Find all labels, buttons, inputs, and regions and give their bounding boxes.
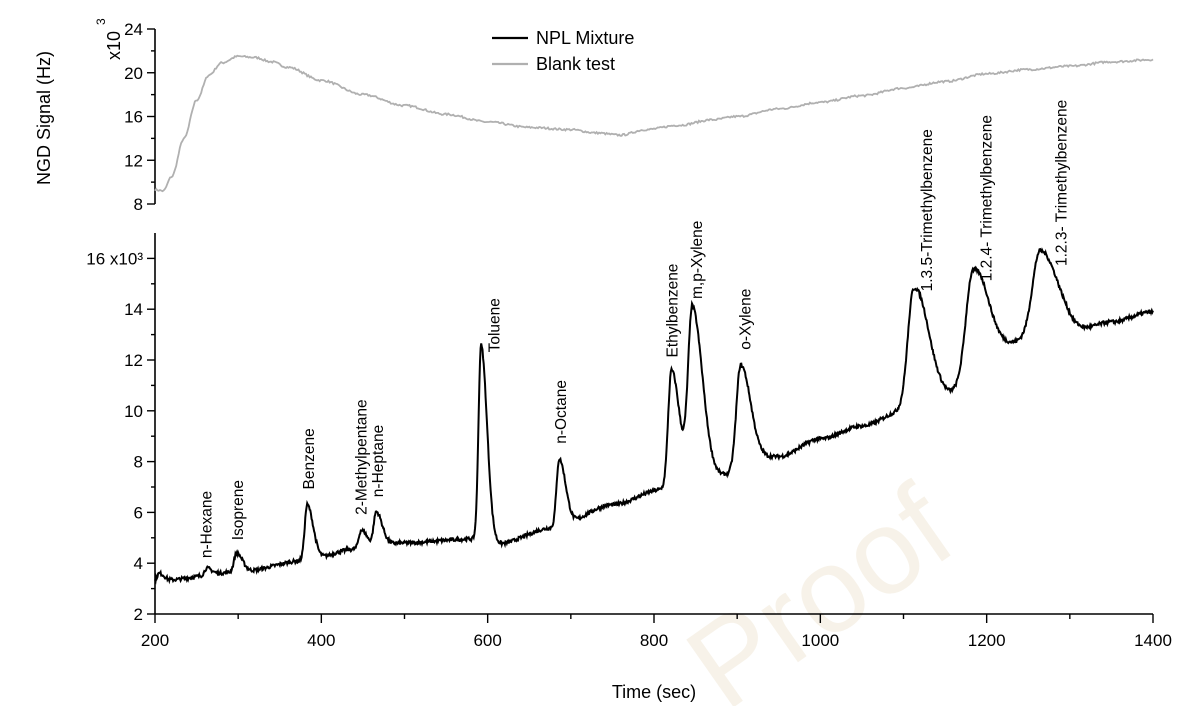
peak-label: Isoprene — [230, 480, 247, 540]
bottom-y-tick-label: 10 — [124, 402, 143, 421]
top-y-tick-label: 12 — [124, 151, 143, 170]
bottom-y-tick-label: 16 x10³ — [86, 249, 143, 268]
top-y-multiplier: x10 — [104, 31, 124, 60]
bottom-y-tick-label: 4 — [134, 554, 143, 573]
x-tick-label: 400 — [307, 631, 335, 650]
x-tick-label: 200 — [141, 631, 169, 650]
peak-label: 1.3.5-Trimethylbenzene — [919, 129, 936, 291]
x-tick-label: 1000 — [801, 631, 839, 650]
peak-label: Toluene — [486, 298, 503, 352]
x-tick-label: 1200 — [968, 631, 1006, 650]
peak-label: o-Xylene — [738, 289, 755, 350]
x-tick-label: 600 — [473, 631, 501, 650]
peak-label: m,p-Xylene — [689, 221, 706, 299]
top-y-tick-label: 8 — [134, 195, 143, 214]
legend-label: NPL Mixture — [536, 28, 634, 48]
peak-label: n-Hexane — [199, 491, 216, 558]
bottom-y-tick-label: 14 — [124, 300, 143, 319]
x-axis-title: Time (sec) — [612, 682, 696, 702]
bottom-y-tick-label: 12 — [124, 351, 143, 370]
peak-label: n-Octane — [553, 380, 570, 444]
peak-label: 1.2.3- Trimethylbenzene — [1054, 100, 1071, 266]
top-series-group — [154, 54, 1154, 193]
blank-test-line — [154, 54, 1154, 193]
legend: NPL Mixture Blank test — [492, 28, 634, 74]
peak-label: Benzene — [301, 428, 318, 489]
peak-label: 2-Methylpentane — [353, 399, 370, 514]
peak-label: n-Heptane — [370, 425, 387, 497]
bottom-y-tick-label: 2 — [134, 605, 143, 624]
top-y-tick-label: 16 — [124, 108, 143, 127]
peak-label: 1.2.4- Trimethylbenzene — [979, 115, 996, 281]
top-y-tick-label: 20 — [124, 64, 143, 83]
top-y-tick-label: 24 — [124, 20, 143, 39]
bottom-series-group — [154, 247, 1154, 585]
top-y-axis-title: NGD Signal (Hz) — [34, 51, 54, 185]
watermark: Proof — [664, 460, 976, 706]
legend-label: Blank test — [536, 54, 615, 74]
x-tick-label: 800 — [640, 631, 668, 650]
npl-mixture-line — [154, 247, 1154, 585]
bottom-y-tick-label: 6 — [134, 503, 143, 522]
bottom-y-tick-label: 8 — [134, 453, 143, 472]
peak-label: Ethylbenzene — [664, 264, 681, 358]
top-y-multiplier-exponent: 3 — [94, 18, 108, 25]
x-tick-label: 1400 — [1134, 631, 1172, 650]
